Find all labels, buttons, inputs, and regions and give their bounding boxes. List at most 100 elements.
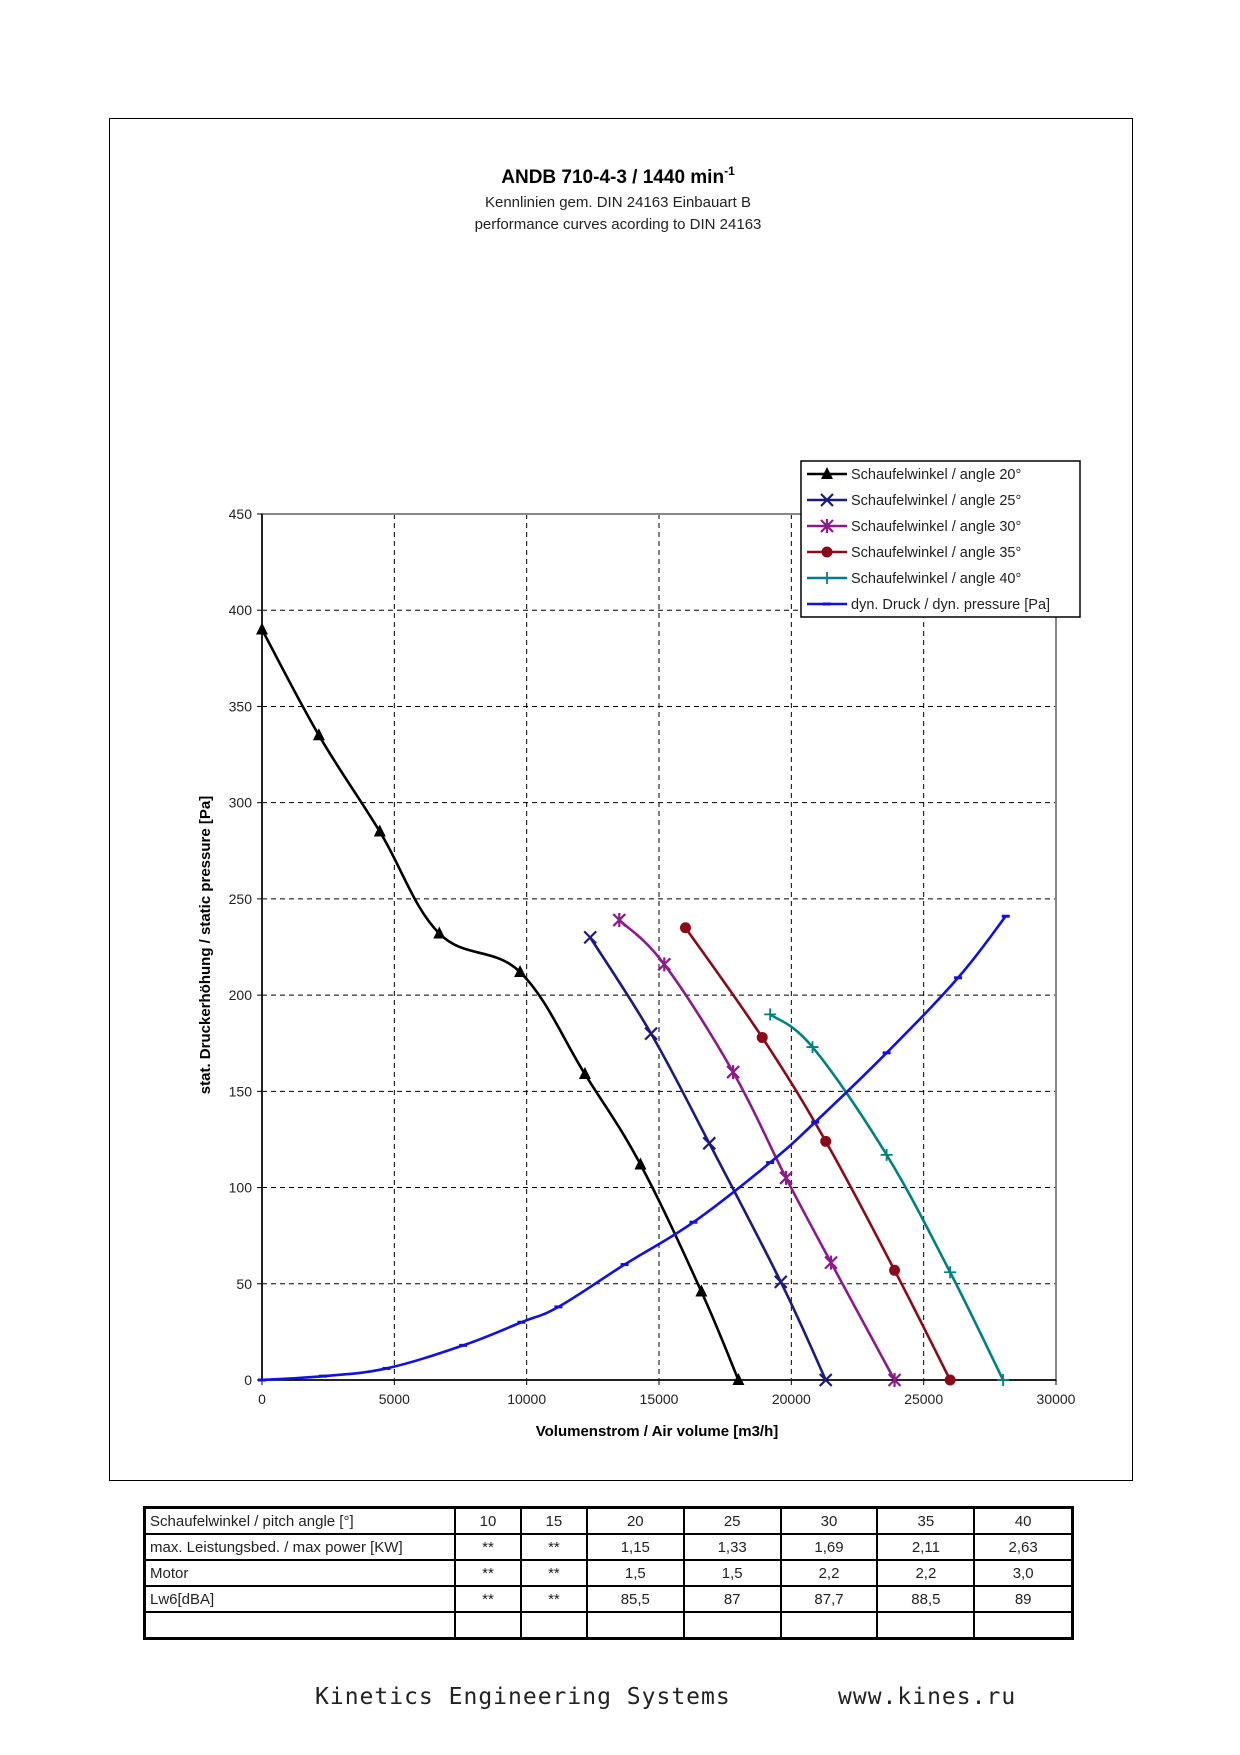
table-row: max. Leistungsbed. / max power [KW] ** ** 1… [143,1533,1074,1561]
data-point-5 [382,1366,391,1370]
series-line-5 [261,915,1007,1382]
data-point-2 [612,913,627,928]
data-point-0 [312,728,325,741]
series-3 [679,922,956,1386]
table-cell: 40 [973,1506,1074,1535]
legend-marker [821,546,833,558]
y-tick-label: 0 [244,1372,252,1388]
table-cell: ** [519,1585,588,1613]
table-row-label: Schaufelwinkel / pitch angle [°] [143,1506,456,1535]
table-cell: 89 [973,1585,1074,1613]
table-cell [973,1611,1074,1640]
data-point-4 [944,1266,957,1279]
table-cell: 2,2 [876,1559,976,1587]
data-point-0 [695,1284,708,1297]
table-cell: 87,7 [779,1585,879,1613]
data-point-3 [679,922,691,934]
data-point-2 [779,1170,793,1185]
legend-marker [820,493,834,507]
table-cell: 3,0 [973,1559,1074,1587]
legend-label: Schaufelwinkel / angle 20° [851,467,1021,483]
x-tick-label: 5000 [379,1391,410,1407]
data-point-0 [256,622,268,635]
x-tick-label: 15000 [640,1391,679,1407]
legend-entry-1: Schaufelwinkel / angle 25° [807,493,1021,509]
series-line-1 [589,936,827,1381]
legend-entry-2: Schaufelwinkel / angle 30° [807,519,1021,535]
legend-entry-5: dyn. Druck / dyn. pressure [Pa] [807,597,1050,613]
data-point-0 [433,926,446,939]
legend-label: Schaufelwinkel / angle 35° [851,545,1021,561]
table-cell: 2,11 [876,1533,976,1561]
data-point-4 [997,1374,1010,1386]
legend-marker [821,467,833,479]
table-cell: 15 [519,1506,588,1535]
table-cell: 1,5 [682,1559,782,1587]
data-point-0 [732,1373,745,1385]
table-cell: 2,63 [973,1533,1074,1561]
table-cell: ** [454,1585,522,1613]
series-line-2 [618,919,896,1381]
y-tick-label: 200 [229,987,253,1003]
data-point-3 [889,1264,901,1276]
data-point-1 [702,1136,717,1151]
y-tick-label: 100 [229,1180,253,1196]
table-cell: 35 [876,1506,976,1535]
data-point-0 [373,824,386,837]
data-point-2 [887,1373,902,1387]
data-point-4 [880,1148,893,1161]
table-cell: ** [519,1559,588,1587]
series-0 [256,622,745,1385]
x-axis-label: Volumenstrom / Air volume [m3/h] [536,1423,779,1440]
y-tick-label: 400 [229,602,253,618]
series-line-0 [260,628,740,1381]
table-cell: 1,15 [585,1533,685,1561]
legend-box [800,460,1081,618]
table-cell: 25 [682,1506,782,1535]
legend-marker [823,602,831,606]
x-tick-label: 0 [258,1391,266,1407]
data-point-0 [578,1067,591,1080]
table-row: Lw6[dBA] ** ** 85,5 87 87,7 88,5 89 [143,1585,1074,1613]
data-point-5 [766,1161,775,1165]
data-point-4 [764,1008,777,1021]
table-cell [779,1611,879,1640]
data-point-5 [318,1374,327,1378]
data-point-3 [756,1031,768,1043]
table-row [143,1611,1074,1640]
y-tick-label: 350 [229,698,253,714]
data-point-1 [583,930,597,945]
chart-title-superscript: -1 [724,164,735,178]
table-cell: 20 [585,1506,685,1535]
table-row-label: max. Leistungsbed. / max power [KW] [143,1533,456,1561]
series-line-4 [769,1013,1005,1381]
series-4 [764,1008,1010,1386]
data-point-1 [644,1026,658,1041]
data-point-1 [773,1275,788,1289]
data-point-2 [824,1255,838,1270]
spec-table: Schaufelwinkel / pitch angle [°] 10 15 20 25… [143,1506,1074,1640]
y-tick-label: 250 [229,891,253,907]
legend-marker [820,519,834,533]
legend-entry-3: Schaufelwinkel / angle 35° [807,545,1021,561]
table-cell: ** [519,1533,588,1561]
table-cell: 88,5 [876,1585,976,1613]
chart-title: ANDB 710-4-3 / 1440 min-1 [501,164,735,188]
table-cell [454,1611,522,1640]
y-tick-label: 450 [229,506,253,522]
series-1 [583,930,833,1387]
y-tick-label: 300 [229,795,253,811]
table-cell [585,1611,685,1640]
data-point-5 [689,1220,698,1224]
legend-entry-4: Schaufelwinkel / angle 40° [807,571,1021,587]
table-row-label [143,1611,456,1640]
chart-subtitle-2: performance curves acording to DIN 24163 [475,216,762,233]
table-cell [682,1611,782,1640]
data-point-4 [806,1041,819,1054]
y-axis-label: stat. Druckerhöhung / static pressure [P… [197,796,214,1094]
data-point-5 [517,1320,526,1324]
x-tick-label: 10000 [507,1391,546,1407]
data-point-5 [1001,914,1010,918]
table-cell: 10 [454,1506,522,1535]
x-tick-label: 20000 [772,1391,811,1407]
